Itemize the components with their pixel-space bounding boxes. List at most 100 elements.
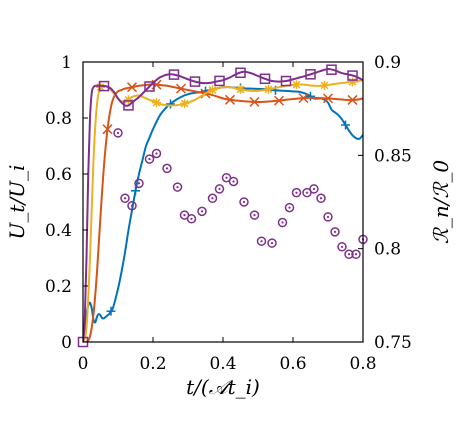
marker-stroke: [284, 202, 295, 213]
scatter-point-6: [162, 163, 172, 174]
series-3: [77, 64, 363, 348]
marker-stroke: [189, 76, 201, 87]
marker-dot: [137, 182, 141, 185]
series-2-point-2: [152, 98, 161, 108]
series-3-point-3: [144, 81, 155, 92]
series-2-point-3: [180, 99, 189, 109]
marker-stroke: [347, 70, 358, 81]
x-axis-label: t/(𝒜t_i): [186, 375, 260, 399]
axes: 0 0.2 0.4 0.6 0.800.20.40.60.810.750.80.850.…: [45, 53, 412, 374]
marker-stroke: [239, 197, 249, 207]
marker-dot: [260, 240, 263, 243]
series-2-point-7: [292, 80, 301, 90]
series-3-point-12: [347, 70, 358, 81]
marker-stroke: [326, 64, 337, 75]
series-3-point-11: [326, 64, 337, 75]
series-1: [83, 79, 363, 342]
marker-dot: [183, 213, 186, 217]
marker-stroke: [305, 69, 316, 80]
series-0-point-6: [306, 91, 315, 101]
series-1-point-7: [273, 95, 285, 106]
marker-stroke: [320, 81, 329, 90]
marker-stroke: [337, 242, 347, 252]
marker-stroke: [175, 83, 187, 94]
axis-labels: t/(𝒜t_i) U_t/U_i ℛ_n/ℛ_0: [5, 160, 453, 399]
scatter-point-12: [214, 184, 225, 194]
marker-stroke: [344, 249, 354, 260]
series-3-point-9: [280, 75, 292, 87]
marker-stroke: [102, 124, 113, 135]
scatter-series: [113, 128, 368, 260]
marker-stroke: [214, 184, 225, 194]
marker-dot: [242, 200, 246, 204]
series-3-point-4: [168, 69, 180, 80]
marker-stroke: [292, 80, 301, 89]
marker-stroke: [236, 85, 245, 94]
marker-stroke: [214, 75, 225, 87]
series-3-point-2: [123, 100, 134, 111]
x-tick-label: 0.4: [209, 354, 236, 374]
scatter-point-4: [144, 154, 155, 164]
marker-dot: [305, 191, 309, 194]
y-tick-label-left: 0.6: [45, 165, 72, 185]
marker-dot: [225, 176, 228, 179]
marker-stroke: [323, 212, 333, 222]
scatter-point-26: [330, 227, 340, 237]
marker-stroke: [302, 187, 312, 198]
marker-dot: [333, 230, 337, 233]
series-3-point-6: [214, 75, 225, 87]
series-1-line: [83, 83, 363, 342]
scatter-point-13: [221, 172, 232, 183]
scatter-point-21: [291, 187, 302, 198]
marker-stroke: [273, 95, 285, 106]
marker-dot: [200, 210, 204, 213]
marker-stroke: [277, 217, 288, 228]
series-1-point-8: [298, 93, 309, 104]
marker-stroke: [228, 176, 239, 187]
series-2-point-6: [264, 84, 273, 94]
marker-dot: [148, 157, 151, 161]
marker-stroke: [322, 93, 334, 104]
y-tick-label-right: 0.9: [374, 53, 401, 73]
series-0-line: [83, 86, 363, 342]
series-1-point-5: [224, 94, 236, 105]
marker-dot: [312, 187, 316, 191]
marker-stroke: [127, 200, 137, 211]
scatter-point-16: [249, 210, 260, 220]
scatter-point-5: [151, 148, 162, 159]
marker-stroke: [347, 94, 358, 105]
marker-stroke: [197, 206, 207, 217]
marker-dot: [295, 191, 298, 194]
marker-dot: [155, 152, 158, 155]
marker-stroke: [126, 82, 138, 93]
marker-dot: [347, 253, 351, 256]
series-3-point-5: [189, 76, 201, 87]
scatter-point-25: [323, 212, 333, 222]
series-1-point-0: [102, 124, 113, 135]
marker-stroke: [172, 182, 183, 192]
marker-stroke: [180, 99, 189, 108]
marker-dot: [190, 217, 193, 220]
y-tick-label-left: 0: [61, 333, 72, 353]
marker-stroke: [168, 69, 180, 80]
marker-dot: [232, 180, 235, 183]
scatter-point-14: [228, 176, 239, 187]
marker-stroke: [151, 148, 162, 159]
marker-dot: [116, 131, 120, 135]
marker-stroke: [298, 93, 309, 104]
marker-stroke: [351, 249, 361, 260]
marker-stroke: [113, 128, 123, 138]
series-0: [83, 83, 363, 342]
scatter-point-24: [316, 193, 326, 204]
y-tick-label-right: 0.85: [374, 146, 412, 166]
marker-dot: [165, 167, 169, 170]
marker-dot: [326, 215, 330, 219]
marker-dot: [340, 245, 344, 248]
scatter-point-23: [309, 184, 319, 194]
scatter-point-10: [197, 206, 207, 217]
marker-dot: [288, 206, 291, 209]
marker-dot: [319, 197, 323, 200]
scatter-point-3: [134, 178, 144, 189]
marker-stroke: [162, 163, 172, 174]
